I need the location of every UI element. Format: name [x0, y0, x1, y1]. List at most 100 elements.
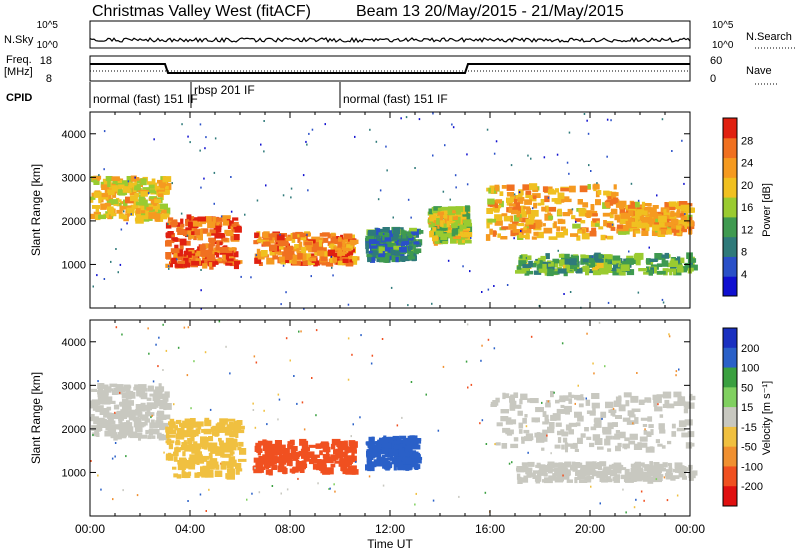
scatter-cell [308, 253, 315, 258]
nave-bottom-tick: 0 [710, 73, 716, 85]
scatter-speck [541, 401, 543, 404]
scatter-cell [234, 226, 242, 233]
scatter-cell [277, 239, 282, 246]
scatter-cell [174, 262, 184, 268]
scatter-cell [676, 256, 681, 263]
scatter-cell [578, 209, 586, 217]
scatter-cell [519, 255, 523, 259]
scatter-cell [540, 199, 545, 206]
scatter-cell [105, 203, 112, 207]
scatter-cell [188, 221, 192, 228]
scatter-speck [315, 329, 318, 332]
scatter-cell [611, 192, 619, 197]
scatter-cell [622, 417, 631, 422]
scatter-speck [678, 368, 680, 371]
scatter-cell [218, 437, 222, 442]
scatter-cell [197, 421, 204, 427]
scatter-cell [168, 443, 174, 450]
scatter-cell [206, 232, 212, 237]
scatter-speck [527, 154, 529, 157]
x-tick-label: 16:00 [475, 522, 505, 536]
scatter-cell [414, 463, 419, 470]
scatter-cell [510, 443, 519, 449]
scatter-cell [156, 189, 165, 193]
scatter-cell [115, 384, 123, 391]
scatter-cell [128, 426, 134, 434]
scatter-cell [560, 404, 565, 408]
scatter-cell [399, 247, 407, 253]
scatter-cell [193, 235, 197, 241]
scatter-cell [208, 243, 214, 250]
scatter-cell [527, 467, 533, 471]
scatter-cell [258, 464, 264, 470]
scatter-cell [585, 461, 595, 467]
time-axis-labels: 00:00 04:00 08:00 12:00 16:00 20:00 00:00 [75, 522, 705, 536]
scatter-speck [484, 491, 487, 494]
scatter-cell [272, 236, 277, 241]
scatter-cell [408, 239, 417, 246]
scatter-speck [229, 372, 231, 375]
scatter-cell [165, 432, 170, 439]
scatter-cell [595, 199, 601, 206]
scatter-cell [160, 184, 166, 189]
scatter-cell [144, 203, 152, 210]
scatter-cell [542, 421, 549, 425]
scatter-speck [538, 304, 541, 307]
scatter-cell [187, 228, 194, 236]
scatter-speck [622, 488, 624, 491]
scatter-cell [254, 232, 260, 239]
scatter-speck [152, 380, 155, 383]
scatter-cell [128, 411, 132, 416]
scatter-cell [145, 414, 149, 421]
scatter-speck [671, 150, 673, 152]
scatter-speck [494, 443, 496, 446]
scatter-cell [312, 459, 322, 464]
scatter-cell [438, 215, 444, 223]
scatter-speck [130, 213, 132, 216]
scatter-cell [627, 474, 637, 479]
scatter-speck [219, 462, 222, 465]
scatter-cell [139, 390, 144, 398]
scatter-cell [639, 222, 648, 228]
scatter-cell [509, 396, 515, 403]
scatter-cell [348, 442, 353, 446]
scatter-cell [159, 203, 168, 210]
scatter-speck [190, 407, 192, 410]
scatter-cell [495, 442, 501, 446]
scatter-cell [351, 445, 357, 450]
scatter-cell [656, 263, 663, 267]
scatter-speck [173, 403, 175, 406]
scatter-cell [115, 181, 123, 188]
scatter-cell [602, 426, 608, 433]
scatter-cell [654, 406, 663, 412]
scatter-cell [121, 405, 129, 411]
scatter-cell [678, 228, 688, 233]
scatter-cell [572, 223, 581, 229]
scatter-cell [278, 256, 286, 263]
scatter-cell [340, 441, 345, 445]
velocity-colorbar-band [723, 426, 737, 448]
scatter-speck [290, 187, 293, 190]
scatter-cell [202, 263, 208, 269]
scatter-cell [451, 229, 456, 237]
scatter-cell [215, 452, 223, 456]
scatter-cell [627, 217, 633, 222]
scatter-cell [411, 444, 421, 450]
scatter-cell [572, 442, 578, 449]
velocity-colorbar-tick: 15 [741, 402, 753, 414]
scatter-speck [334, 490, 336, 493]
scatter-cell [197, 233, 203, 241]
scatter-cell [368, 239, 377, 244]
scatter-cell [548, 263, 552, 267]
scatter-cell [98, 391, 107, 398]
scatter-cell [529, 223, 536, 229]
scatter-cell [542, 429, 548, 437]
scatter-cell [286, 236, 292, 241]
scatter-cell [689, 395, 696, 401]
scatter-speck [527, 451, 529, 454]
scatter-speck [181, 123, 183, 126]
scatter-cell [409, 442, 414, 446]
scatter-cell [401, 236, 409, 241]
scatter-cell [333, 246, 341, 251]
scatter-speck [125, 455, 127, 458]
